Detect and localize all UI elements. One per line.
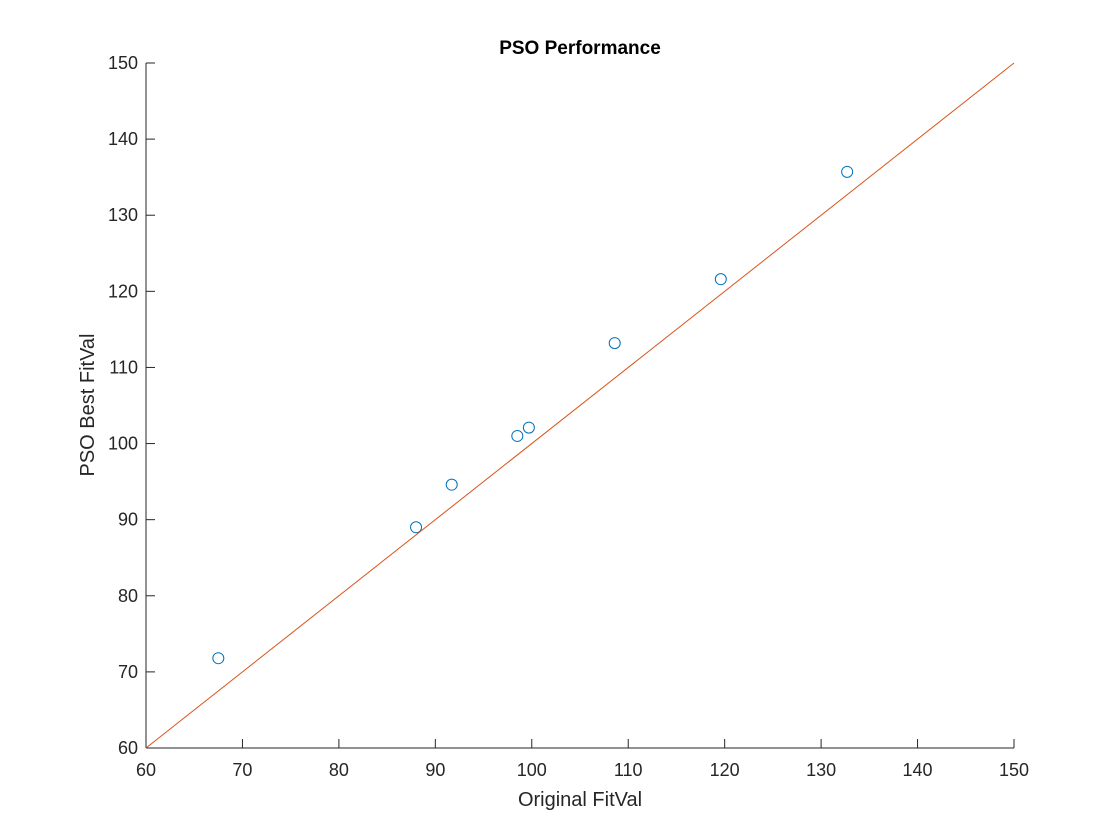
x-tick-label: 70 bbox=[232, 760, 252, 780]
x-tick-label: 60 bbox=[136, 760, 156, 780]
x-tick-label: 150 bbox=[999, 760, 1029, 780]
y-tick-label: 120 bbox=[108, 281, 138, 301]
x-tick-label: 80 bbox=[329, 760, 349, 780]
plot-area: 60 70 80 90 100 110 120 130 140 150 60 70 80 90 100 110… bbox=[108, 53, 1029, 780]
x-tick-label: 130 bbox=[806, 760, 836, 780]
y-tick-label: 150 bbox=[108, 53, 138, 73]
scatter-point bbox=[511, 429, 524, 442]
x-tick-label: 140 bbox=[903, 760, 933, 780]
scatter-point bbox=[841, 165, 854, 178]
chart-title: PSO Performance bbox=[499, 38, 661, 59]
scatter-point bbox=[410, 521, 423, 534]
y-tick-label: 130 bbox=[108, 205, 138, 225]
x-axis-label: Original FitVal bbox=[518, 789, 642, 811]
scatter-point bbox=[714, 273, 727, 286]
y-tick-label: 60 bbox=[118, 738, 138, 758]
y-axis-label: PSO Best FitVal bbox=[77, 333, 99, 476]
y-tick-label: 100 bbox=[108, 434, 138, 454]
y-tick-label: 140 bbox=[108, 129, 138, 149]
reference-line bbox=[145, 62, 1015, 749]
x-tick-label: 110 bbox=[614, 760, 643, 780]
x-tick-label: 90 bbox=[425, 760, 445, 780]
scatter-point bbox=[212, 652, 225, 665]
x-tick-label: 120 bbox=[710, 760, 740, 780]
y-tick-label: 90 bbox=[118, 510, 138, 530]
y-tick-label: 70 bbox=[118, 662, 138, 682]
y-tick-label: 80 bbox=[118, 586, 138, 606]
scatter-point bbox=[522, 421, 535, 434]
scatter-point bbox=[445, 478, 458, 491]
x-tick-label: 100 bbox=[517, 760, 547, 780]
y-tick-label: 110 bbox=[109, 357, 138, 377]
scatter-point bbox=[608, 337, 621, 350]
